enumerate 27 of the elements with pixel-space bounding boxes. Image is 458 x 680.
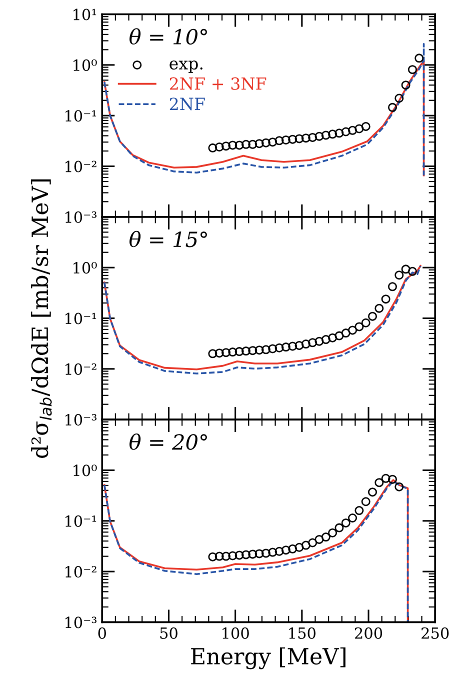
y-axis-title: d²σ$_{lab}$/dΩdE [mb/sr MeV] (31, 179, 52, 458)
x-tick-label: 200 (354, 627, 382, 639)
y-tick-label: 10⁻¹ (66, 110, 96, 122)
y-tick-label: 10⁻² (66, 566, 96, 578)
y-tick-label: 10⁰ (74, 59, 97, 71)
y-tick-label: 10⁰ (74, 262, 97, 274)
y-tick-label: 10¹ (74, 8, 96, 20)
y-tick-label: 10⁻³ (66, 211, 96, 223)
x-tick-label: 150 (289, 627, 316, 639)
legend-label: 2NF + 3NF (170, 77, 266, 90)
y-tick-label: 10⁻² (66, 160, 96, 172)
x-tick-label: 50 (160, 627, 178, 639)
legend-label: exp. (170, 60, 202, 73)
x-axis-title: Energy [MeV] (191, 647, 346, 670)
text: θ = 15° (130, 230, 207, 248)
y-tick-label: 10⁻² (66, 363, 96, 375)
y-tick-label: 10⁰ (74, 464, 97, 476)
x-tick-label: 0 (98, 627, 106, 639)
text: θ = 20° (130, 434, 207, 450)
y-tick-label: 10⁻¹ (66, 312, 96, 324)
y-tick-label: 10⁻¹ (66, 515, 96, 527)
y-tick-label: 10⁻³ (66, 616, 96, 628)
legend-label: 2NF (170, 98, 205, 110)
x-tick-label: 100 (222, 627, 249, 639)
x-tick-label: 250 (422, 627, 449, 639)
text: θ = 10° (130, 28, 207, 45)
y-tick-label: 10⁻³ (66, 414, 96, 426)
